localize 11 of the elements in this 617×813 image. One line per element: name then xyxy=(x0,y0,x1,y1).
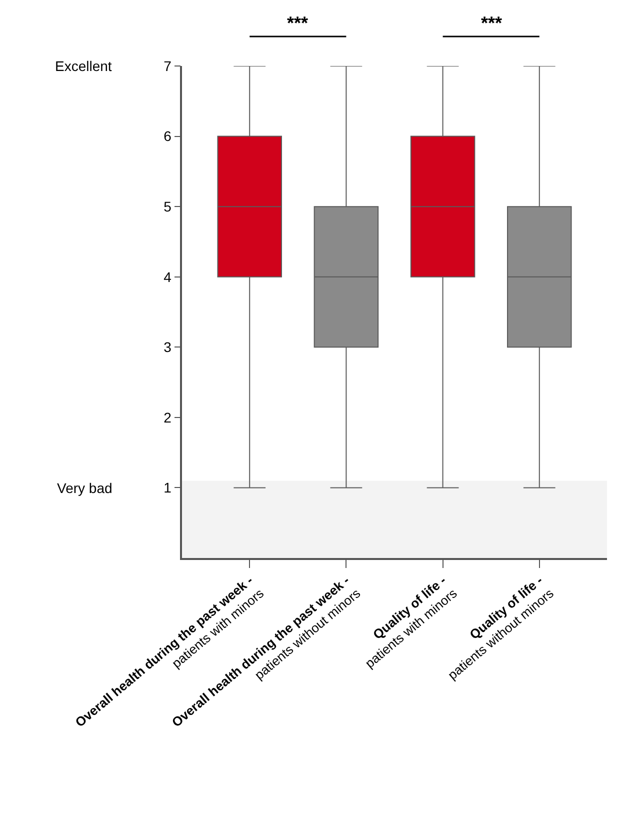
text: *** xyxy=(481,13,502,33)
text: Very bad xyxy=(57,480,112,496)
y-tick-label: 3 xyxy=(164,339,172,356)
text: Excellent xyxy=(55,58,112,74)
y-tick-label: 2 xyxy=(164,409,172,426)
text: *** xyxy=(287,13,308,33)
y-tick-label: 7 xyxy=(164,58,172,74)
y-tick-label: 1 xyxy=(164,480,172,496)
y-tick-label: 4 xyxy=(164,268,172,285)
y-tick-label: 6 xyxy=(164,128,172,144)
y-tick-label: 5 xyxy=(164,198,172,214)
